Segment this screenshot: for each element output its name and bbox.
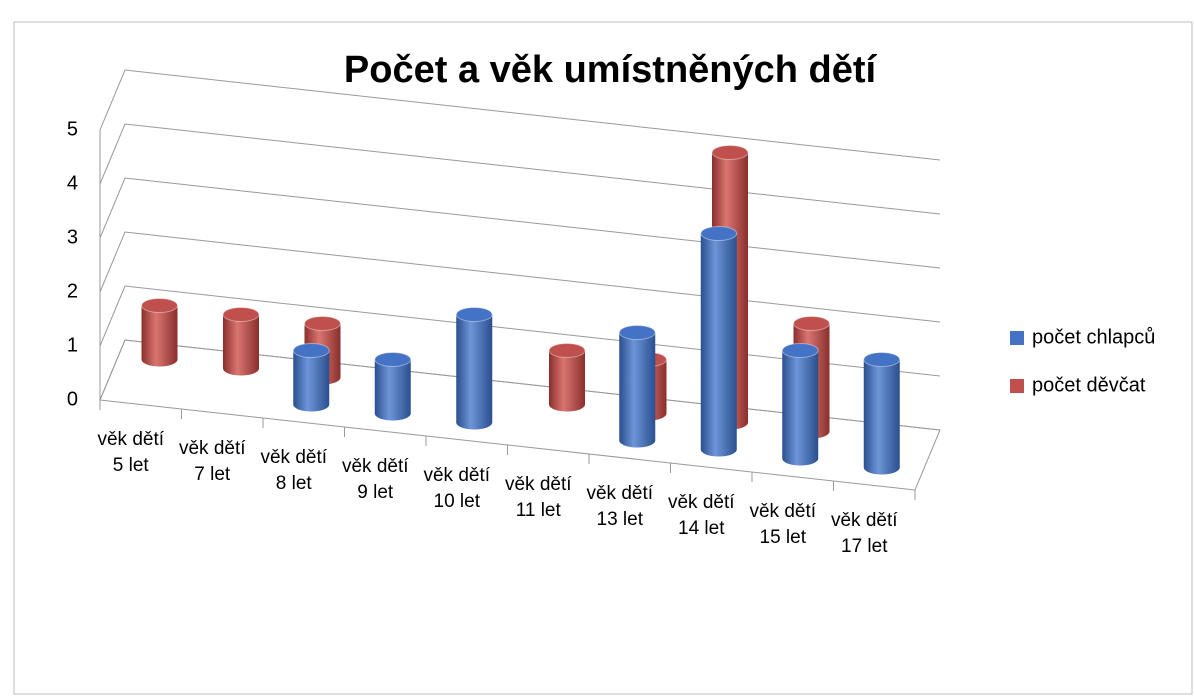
chart-title: Počet a věk umístněných dětí (344, 49, 878, 91)
x-tick-label: věk dětí 14 let (667, 491, 735, 539)
cylinder (374, 352, 412, 421)
cylinder (548, 343, 586, 412)
x-tick-label: věk dětí 11 let (504, 473, 572, 521)
cylinder (863, 352, 901, 475)
cylinder (292, 343, 330, 412)
grid-line (99, 69, 941, 161)
cylinder-part (782, 350, 819, 459)
legend-swatch (1010, 331, 1024, 345)
cylinder-part (863, 359, 900, 468)
cylinder-part (222, 307, 260, 322)
cylinder-part (456, 314, 493, 423)
legend-swatch (1010, 379, 1024, 393)
cylinder-part (863, 352, 901, 367)
x-tick-label: věk dětí 8 let (260, 446, 328, 494)
cylinder-part (711, 145, 749, 160)
x-tick-label: věk dětí 13 let (586, 482, 654, 530)
frame (13, 21, 1193, 695)
cylinder-part (455, 307, 493, 322)
cylinder-part (293, 350, 330, 405)
legend-label: počet chlapců (1032, 326, 1155, 348)
y-tick-label: 5 (67, 118, 78, 140)
cylinder-part (374, 359, 411, 414)
x-tick-label: věk dětí 15 let (749, 500, 817, 548)
cylinder-part (700, 233, 737, 450)
cylinder-part (549, 350, 585, 405)
grid-line (99, 285, 941, 377)
grid-line (99, 177, 941, 269)
cylinder-part (292, 343, 330, 358)
cylinder-part (141, 298, 178, 313)
cylinder-part (619, 332, 656, 441)
cylinder (222, 307, 260, 376)
cylinder-part (548, 343, 586, 358)
legend-label: počet děvčat (1032, 374, 1146, 396)
y-tick-label: 3 (67, 226, 78, 248)
y-tick-label: 4 (67, 172, 78, 194)
cylinder-part (304, 316, 341, 331)
cylinder-part (141, 305, 178, 360)
x-tick-label: věk dětí 5 let (97, 428, 165, 476)
y-tick-label: 1 (67, 334, 78, 356)
cylinder (618, 325, 656, 448)
cylinder (781, 343, 819, 466)
grid-line (99, 231, 941, 323)
cylinder-part (618, 325, 656, 340)
x-tick-label: věk dětí 9 let (341, 455, 409, 503)
cylinder-part (700, 226, 738, 241)
cylinder-part (781, 343, 819, 358)
cylinder (455, 307, 493, 430)
cylinder (700, 226, 738, 457)
cylinder-part (374, 352, 412, 367)
x-tick-label: věk dětí 7 let (178, 437, 246, 485)
cylinder (141, 298, 178, 367)
x-tick-label: věk dětí 17 let (830, 509, 898, 557)
y-tick-label: 0 (67, 388, 78, 410)
grid-line (99, 339, 941, 431)
y-tick-label: 2 (67, 280, 78, 302)
grid-line (99, 123, 941, 215)
cylinder-part (793, 316, 830, 331)
cylinder-part (223, 314, 259, 369)
x-tick-label: věk dětí 10 let (423, 464, 491, 512)
